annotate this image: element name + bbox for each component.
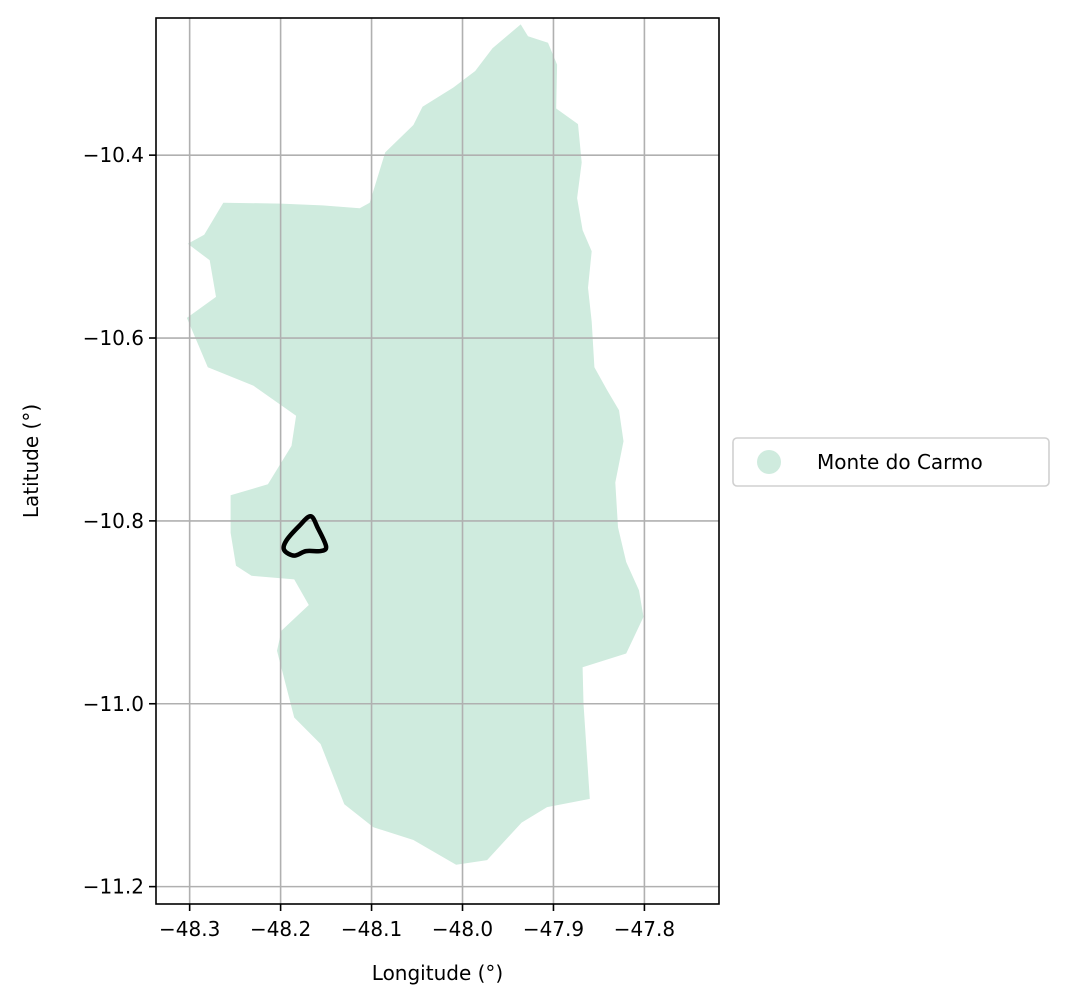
y-tick-label-3: −11.0 <box>83 692 144 716</box>
legend-label-0: Monte do Carmo <box>817 450 983 474</box>
x-tick-label-2: −48.1 <box>341 917 402 941</box>
x-axis-label: Longitude (°) <box>372 961 503 985</box>
legend: Monte do Carmo <box>732 437 1050 487</box>
y-tick-label-2: −10.8 <box>83 509 144 533</box>
x-tick-label-3: −48.0 <box>432 917 493 941</box>
x-tick-label-0: −48.3 <box>159 917 220 941</box>
legend-swatch-0 <box>757 450 781 474</box>
x-tick-label-4: −47.9 <box>523 917 584 941</box>
y-tick-label-1: −10.6 <box>83 326 144 350</box>
legend-box <box>732 437 1050 487</box>
y-axis-label: Latitude (°) <box>19 404 43 518</box>
region-monte-do-carmo <box>186 24 644 865</box>
y-tick-label-4: −11.2 <box>83 875 144 899</box>
axes-frame <box>155 17 720 905</box>
x-tick-label-5: −47.8 <box>614 917 675 941</box>
marker-outline <box>281 514 329 558</box>
y-tick-label-0: −10.4 <box>83 143 144 167</box>
plot-content <box>156 18 719 904</box>
x-tick-label-1: −48.2 <box>250 917 311 941</box>
axes: −48.3 −48.2 −48.1 −48.0 −47.9 −47.8 −10.4 −10.6… <box>19 17 720 985</box>
plot-area <box>156 18 719 904</box>
